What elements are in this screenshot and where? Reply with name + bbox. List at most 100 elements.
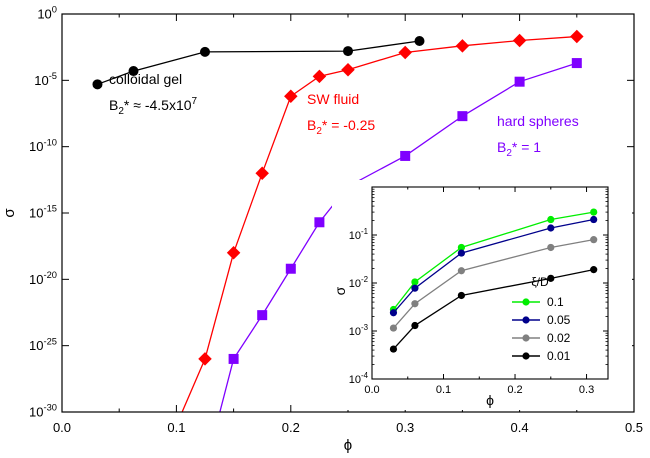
main-x-axis: 0.0 0.1 0.2 0.3 0.4 0.5	[53, 14, 643, 435]
main-x-tick-label: 0.1	[167, 420, 185, 435]
legend-swatch-marker	[522, 352, 530, 360]
main-data-point	[571, 58, 582, 69]
main-data-point	[312, 69, 327, 84]
main-data-point	[398, 45, 412, 60]
inset-data-point	[457, 249, 465, 257]
annotation-colloidal-gel: colloidal gel B2* ≈ -4.5x107	[109, 71, 198, 117]
main-series-layer	[92, 29, 584, 430]
legend-entry: 0.1	[512, 295, 564, 309]
legend-swatch-marker	[522, 334, 530, 342]
main-data-point	[343, 46, 353, 57]
main-data-point	[514, 76, 525, 87]
main-y-axis: 100 10-5 10-10 10-15 10-20 10-25 10-30	[29, 5, 634, 420]
inset-data-point	[411, 321, 419, 330]
inset-legend-title: ξ/D	[531, 275, 549, 289]
main-y-tick-label: 10-10	[29, 137, 57, 154]
annotation-gel-b2: B2* ≈ -4.5x107	[109, 96, 198, 117]
main-data-point	[285, 263, 296, 274]
inset-data-point	[411, 278, 419, 286]
main-y-axis-label: σ	[1, 208, 18, 218]
legend-swatch-marker	[522, 316, 530, 324]
inset-y-axis: 10-1 10-2 10-3 10-4	[349, 188, 608, 386]
inset-x-tick-label: 0.3	[579, 384, 594, 396]
legend-label: 0.05	[547, 313, 571, 327]
main-data-point	[92, 79, 103, 90]
inset-data-point	[547, 224, 555, 232]
legend-label: 0.01	[547, 349, 571, 363]
inset-series-3	[389, 236, 598, 332]
inset-data-point	[547, 215, 555, 224]
main-data-point	[455, 39, 470, 53]
inset-x-tick-label: 0.2	[507, 384, 522, 396]
legend-label: 0.02	[547, 331, 571, 345]
inset-y-tick-label: 10-4	[349, 371, 369, 386]
inset-data-point	[457, 243, 465, 252]
main-y-tick-label: 10-15	[29, 204, 57, 221]
main-series-1	[92, 36, 425, 90]
inset-background	[332, 180, 632, 410]
inset-y-axis-label: σ	[332, 286, 348, 295]
inset-x-tick-label: 0.1	[436, 384, 451, 396]
inset-y-tick-label: 10-3	[349, 323, 369, 338]
main-x-tick-label: 0.5	[625, 420, 643, 435]
inset-data-point	[389, 324, 398, 332]
inset-y-tick-label: 10-1	[349, 227, 369, 242]
main-x-tick-label: 0.0	[53, 420, 71, 435]
main-data-point	[284, 89, 298, 104]
main-y-tick-label: 10-20	[29, 270, 57, 287]
main-data-point	[128, 66, 139, 77]
main-y-tick-label: 100	[37, 5, 57, 22]
main-data-point	[570, 29, 584, 44]
main-x-tick-label: 0.2	[282, 420, 300, 435]
main-x-axis-label: ϕ	[344, 437, 352, 454]
annotation-sw-b2: B2* = -0.25	[307, 117, 375, 137]
main-data-point	[512, 33, 527, 48]
main-series-2	[181, 29, 584, 412]
main-data-point	[200, 46, 210, 57]
main-x-tick-label: 0.3	[396, 420, 414, 435]
main-data-point	[314, 217, 325, 228]
inset-data-point	[411, 300, 419, 308]
main-data-point	[400, 150, 411, 161]
inset-data-point	[547, 274, 555, 282]
annotation-hard-spheres: hard spheres B2* = 1	[497, 113, 579, 159]
inset-legend: 0.1 0.05 0.02 0.01	[512, 295, 571, 363]
main-y-tick-label: 10-30	[29, 403, 57, 420]
inset-data-point	[547, 243, 555, 252]
legend-label: 0.1	[547, 295, 564, 309]
main-data-point	[414, 36, 425, 47]
legend-entry: 0.02	[512, 331, 571, 345]
annotation-sw-fluid: SW fluid B2* = -0.25	[307, 91, 375, 137]
main-y-tick-label: 10-5	[34, 71, 57, 88]
main-data-point	[457, 111, 468, 122]
main-data-point	[198, 352, 212, 366]
inset-series-2	[389, 215, 598, 317]
inset-series-layer	[389, 208, 598, 353]
inset-data-point	[411, 284, 419, 292]
inset-chart: 0.0 0.1 0.2 0.3 10-1 10-2 10-3 10-4 ϕ σ ξ/D 0.…	[332, 180, 632, 410]
inset-data-point	[590, 208, 598, 216]
inset-data-point	[590, 236, 598, 244]
legend-entry: 0.05	[512, 313, 571, 327]
main-data-point	[211, 420, 221, 430]
inset-data-point	[389, 309, 398, 317]
legend-entry: 0.01	[512, 349, 571, 363]
inset-data-point	[389, 345, 398, 353]
main-y-tick-label: 10-25	[29, 336, 57, 353]
inset-series-4	[389, 266, 598, 353]
main-x-tick-label: 0.4	[511, 420, 529, 435]
inset-data-point	[590, 215, 598, 224]
main-chart: 0.0 0.1 0.2 0.3 0.4 0.5 100 10-5 10-10 10-15 10-2…	[1, 5, 643, 454]
main-data-point	[255, 166, 269, 180]
inset-x-axis-label: ϕ	[486, 392, 494, 408]
main-data-point	[257, 310, 268, 321]
annotation-hs-title: hard spheres	[497, 113, 579, 129]
inset-data-point	[590, 266, 598, 274]
main-data-point	[341, 62, 355, 77]
main-data-point	[226, 246, 241, 260]
inset-data-point	[457, 267, 465, 275]
main-data-point	[228, 353, 239, 364]
annotation-hs-b2: B2* = 1	[497, 139, 541, 159]
annotation-sw-title: SW fluid	[307, 91, 359, 107]
